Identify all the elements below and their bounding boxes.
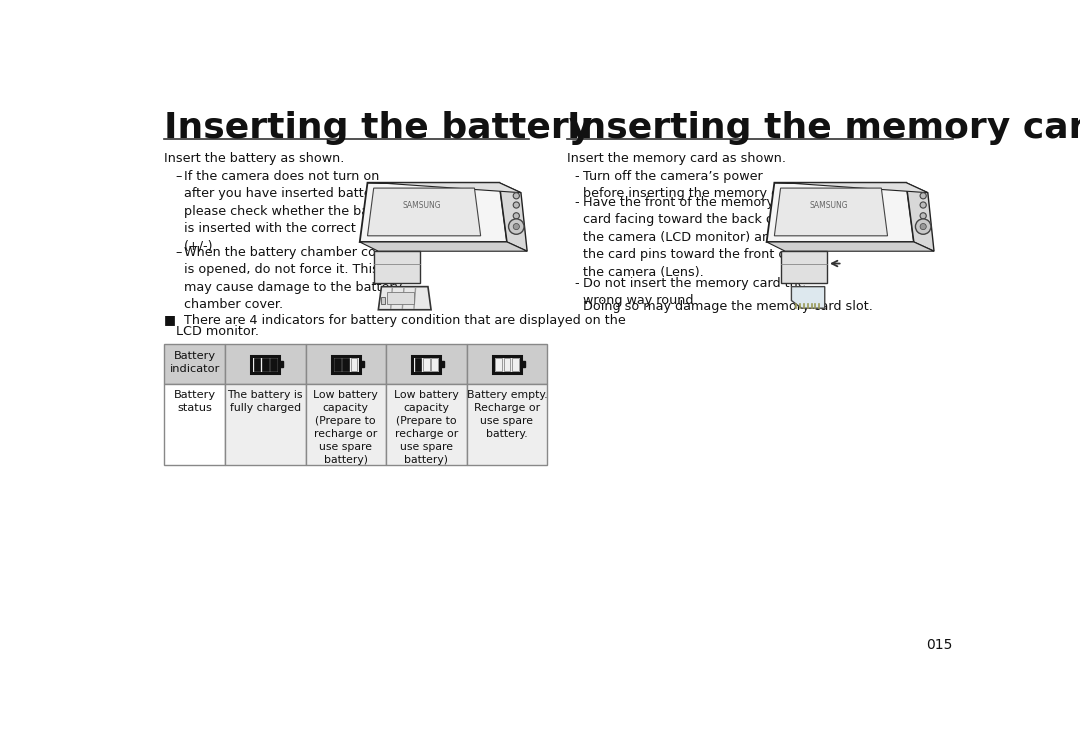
Bar [521, 361, 525, 368]
Polygon shape [767, 183, 914, 242]
Bar [225, 384, 306, 466]
Polygon shape [360, 183, 507, 242]
Circle shape [513, 224, 519, 230]
Text: -: - [575, 169, 579, 183]
Polygon shape [906, 183, 934, 251]
Circle shape [509, 219, 524, 234]
Circle shape [920, 224, 927, 230]
Circle shape [920, 213, 927, 219]
Bar [467, 345, 548, 384]
Text: 015: 015 [927, 638, 953, 651]
Bar [342, 358, 349, 371]
Bar [423, 358, 430, 371]
Polygon shape [781, 251, 827, 283]
Bar [164, 384, 225, 466]
Bar [441, 361, 444, 368]
Bar [334, 358, 341, 371]
Text: SAMSUNG: SAMSUNG [403, 201, 441, 210]
Text: Battery
status: Battery status [174, 390, 216, 413]
Text: LCD monitor.: LCD monitor. [164, 325, 259, 338]
Text: Do not insert the memory card the
wrong way round.: Do not insert the memory card the wrong … [583, 277, 806, 307]
Bar [512, 358, 518, 371]
Text: -: - [575, 195, 579, 209]
Text: ■  There are 4 indicators for battery condition that are displayed on the: ■ There are 4 indicators for battery con… [164, 313, 626, 327]
Text: SAMSUNG: SAMSUNG [809, 201, 848, 210]
Bar [431, 358, 438, 371]
Bar [225, 345, 306, 384]
Bar [332, 356, 360, 373]
Text: Doing so may damage the memory card slot.: Doing so may damage the memory card slot… [583, 300, 873, 313]
Text: Battery empty.
Recharge or
use spare
battery.: Battery empty. Recharge or use spare bat… [467, 390, 548, 439]
Bar [164, 345, 225, 384]
Polygon shape [367, 188, 481, 236]
Circle shape [920, 202, 927, 208]
Polygon shape [374, 251, 420, 283]
Text: When the battery chamber cover
is opened, do not force it. This
may cause damage: When the battery chamber cover is opened… [184, 246, 402, 311]
Bar [360, 361, 364, 368]
Bar [503, 358, 511, 371]
Bar [252, 356, 279, 373]
Bar [261, 358, 269, 371]
Bar [306, 384, 387, 466]
Text: Insert the memory card as shown.: Insert the memory card as shown. [567, 152, 786, 165]
Polygon shape [774, 183, 928, 192]
Bar [254, 358, 260, 371]
Text: –: – [175, 246, 181, 259]
Polygon shape [499, 183, 527, 251]
Bar [387, 345, 467, 384]
Bar [279, 361, 283, 368]
Circle shape [513, 192, 519, 199]
Bar [387, 384, 467, 466]
Text: Insert the battery as shown.: Insert the battery as shown. [164, 152, 345, 165]
Bar [351, 358, 357, 371]
Bar [270, 358, 276, 371]
Text: Inserting the battery: Inserting the battery [164, 111, 593, 145]
Polygon shape [360, 242, 527, 251]
Text: -: - [575, 277, 579, 289]
Polygon shape [792, 286, 825, 308]
Circle shape [916, 219, 931, 234]
Bar [381, 298, 386, 304]
Circle shape [513, 213, 519, 219]
Bar [496, 358, 502, 371]
Text: –: – [175, 169, 181, 183]
Text: Turn off the camera’s power
before inserting the memory card.: Turn off the camera’s power before inser… [583, 169, 804, 200]
Polygon shape [378, 286, 431, 310]
Bar [306, 345, 387, 384]
Text: Low battery
capacity
(Prepare to
recharge or
use spare
battery): Low battery capacity (Prepare to recharg… [313, 390, 378, 465]
Text: Have the front of the memory
card facing toward the back of
the camera (LCD moni: Have the front of the memory card facing… [583, 195, 791, 279]
Circle shape [513, 202, 519, 208]
Text: The battery is
fully charged: The battery is fully charged [228, 390, 303, 413]
Bar [387, 292, 414, 304]
Text: Battery
indicator: Battery indicator [170, 351, 220, 374]
Polygon shape [767, 242, 934, 251]
Bar [467, 384, 548, 466]
Circle shape [920, 192, 927, 199]
Polygon shape [367, 183, 521, 192]
Polygon shape [774, 188, 888, 236]
Text: Inserting the memory card: Inserting the memory card [567, 111, 1080, 145]
Bar [494, 356, 521, 373]
Bar [415, 358, 421, 371]
Text: If the camera does not turn on
after you have inserted battery,
please check whe: If the camera does not turn on after you… [184, 169, 408, 253]
Text: Low battery
capacity
(Prepare to
recharge or
use spare
battery): Low battery capacity (Prepare to recharg… [394, 390, 459, 465]
Bar [413, 356, 441, 373]
